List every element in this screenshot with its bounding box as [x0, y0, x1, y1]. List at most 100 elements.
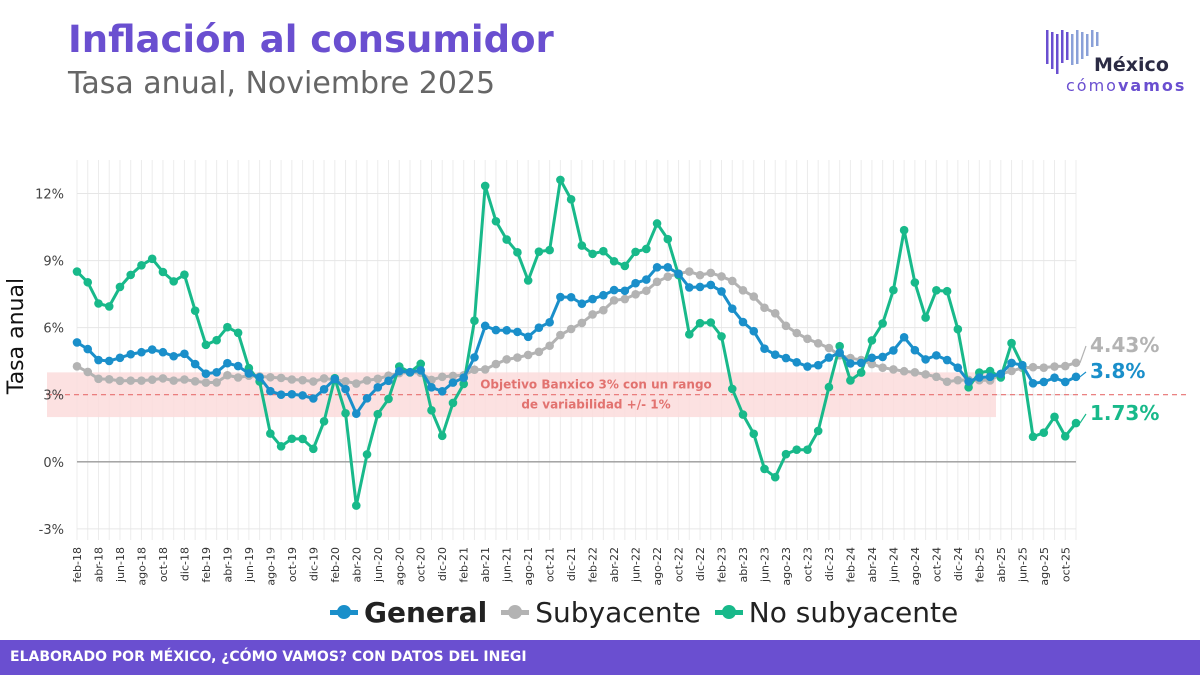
point-subyacente	[792, 328, 802, 338]
end-label-no_subyacente: 1.73%	[1090, 401, 1159, 425]
point-no_subyacente	[760, 464, 769, 474]
x-tick-label: abr-25	[995, 547, 1008, 583]
x-tick-label: abr-20	[350, 547, 363, 583]
point-general	[233, 361, 243, 371]
point-general	[244, 369, 254, 378]
point-no_subyacente	[72, 267, 82, 276]
point-no_subyacente	[727, 384, 737, 394]
point-subyacente	[566, 324, 576, 334]
point-no_subyacente	[459, 379, 469, 389]
point-subyacente	[491, 359, 501, 369]
point-subyacente	[706, 268, 716, 278]
point-subyacente	[556, 330, 565, 340]
x-tick-label: abr-18	[92, 547, 105, 583]
x-tick-label: oct-21	[544, 547, 557, 582]
x-tick-label: ago-20	[393, 547, 406, 586]
point-no_subyacente	[416, 359, 426, 369]
point-subyacente	[1028, 362, 1038, 372]
point-general	[663, 262, 673, 272]
point-no_subyacente	[448, 398, 458, 408]
point-no_subyacente	[738, 410, 748, 419]
point-subyacente	[147, 375, 157, 385]
logo-bar	[1056, 34, 1059, 74]
point-general	[1028, 379, 1038, 388]
point-subyacente	[642, 286, 651, 296]
point-subyacente	[749, 292, 759, 301]
point-no_subyacente	[910, 278, 920, 287]
point-general	[717, 287, 726, 296]
point-general	[545, 317, 554, 327]
point-general	[276, 390, 286, 400]
x-tick-label: ago-21	[522, 547, 535, 586]
point-subyacente	[813, 338, 823, 348]
end-label-leader-no_subyacente	[1079, 413, 1087, 424]
point-subyacente	[1050, 362, 1059, 371]
x-tick-label: oct-20	[415, 547, 428, 582]
x-tick-label: dic-22	[694, 547, 707, 581]
point-general	[577, 299, 587, 309]
point-no_subyacente	[599, 246, 608, 256]
logo-bar	[1071, 34, 1074, 65]
point-subyacente	[1060, 361, 1070, 371]
x-tick-label: jun-21	[501, 547, 514, 583]
point-no_subyacente	[266, 429, 275, 438]
point-no_subyacente	[770, 472, 780, 482]
logo-text-como-vamos: cómovamos	[1066, 76, 1186, 95]
point-subyacente	[115, 376, 125, 386]
footer-bar: ELABORADO POR MÉXICO, ¿CÓMO VAMOS? CON D…	[0, 640, 1200, 675]
point-general	[727, 304, 737, 313]
chart-title: Inflación al consumidor	[68, 18, 554, 61]
chart-subtitle: Tasa anual, Noviembre 2025	[68, 66, 496, 101]
point-subyacente	[1071, 358, 1081, 368]
x-tick-label: jun-25	[1016, 547, 1029, 583]
point-subyacente	[276, 373, 286, 383]
point-general	[126, 349, 136, 359]
end-label-leader-subyacente	[1079, 345, 1087, 363]
point-subyacente	[942, 377, 952, 387]
y-tick-label: -3%	[39, 523, 64, 538]
point-subyacente	[770, 309, 780, 318]
point-general	[1050, 373, 1059, 383]
point-no_subyacente	[695, 318, 705, 328]
point-subyacente	[738, 286, 748, 295]
point-general	[437, 387, 447, 396]
point-no_subyacente	[298, 434, 307, 444]
point-general	[770, 350, 780, 359]
point-general	[599, 290, 608, 300]
y-axis-title: Tasa anual	[4, 278, 29, 395]
point-subyacente	[781, 321, 791, 331]
point-general	[556, 292, 565, 302]
point-general	[813, 360, 823, 370]
point-subyacente	[663, 272, 673, 281]
x-tick-label: ago-19	[264, 547, 277, 586]
point-general	[781, 353, 791, 363]
point-no_subyacente	[201, 340, 211, 350]
point-subyacente	[448, 371, 458, 381]
point-subyacente	[373, 374, 383, 384]
point-no_subyacente	[341, 408, 350, 418]
point-no_subyacente	[953, 324, 963, 334]
point-no_subyacente	[94, 299, 103, 308]
x-tick-label: feb-25	[973, 547, 986, 583]
point-general	[631, 278, 640, 288]
logo-bar	[1086, 34, 1089, 56]
point-no_subyacente	[1050, 412, 1059, 422]
point-subyacente	[94, 374, 103, 384]
point-no_subyacente	[470, 316, 479, 326]
x-tick-label: abr-24	[866, 547, 879, 583]
point-general	[147, 345, 157, 354]
point-general	[190, 359, 200, 369]
series-no_subyacente	[72, 175, 1081, 510]
point-no_subyacente	[1071, 418, 1081, 428]
point-no_subyacente	[706, 318, 716, 327]
point-subyacente	[717, 272, 726, 281]
point-general	[642, 275, 651, 284]
point-subyacente	[631, 290, 640, 299]
point-no_subyacente	[642, 244, 651, 254]
point-general	[706, 280, 716, 290]
point-subyacente	[695, 270, 705, 280]
x-tick-label: dic-18	[178, 547, 191, 581]
point-subyacente	[223, 370, 232, 380]
x-tick-label: jun-22	[630, 547, 643, 583]
x-tick-label: oct-25	[1059, 547, 1072, 582]
